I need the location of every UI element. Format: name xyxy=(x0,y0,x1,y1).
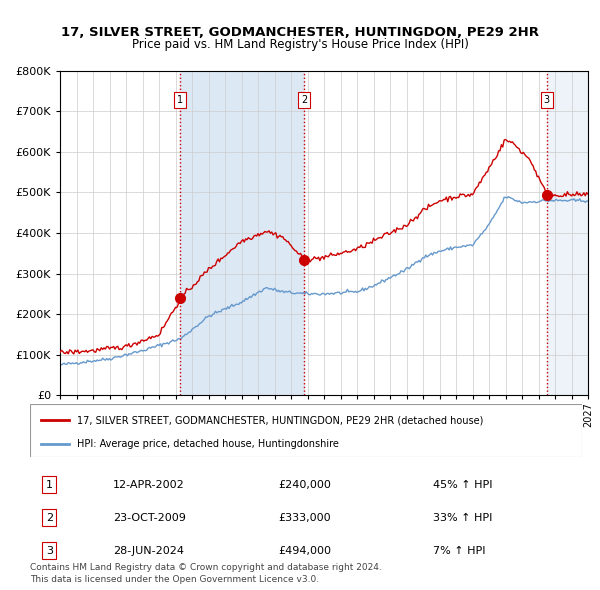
Text: 2: 2 xyxy=(46,513,53,523)
Text: 17, SILVER STREET, GODMANCHESTER, HUNTINGDON, PE29 2HR: 17, SILVER STREET, GODMANCHESTER, HUNTIN… xyxy=(61,26,539,39)
Text: £333,000: £333,000 xyxy=(278,513,331,523)
Text: 12-APR-2002: 12-APR-2002 xyxy=(113,480,185,490)
Text: 45% ↑ HPI: 45% ↑ HPI xyxy=(433,480,493,490)
Text: 17, SILVER STREET, GODMANCHESTER, HUNTINGDON, PE29 2HR (detached house): 17, SILVER STREET, GODMANCHESTER, HUNTIN… xyxy=(77,415,483,425)
Text: 1: 1 xyxy=(177,95,183,105)
Text: 2: 2 xyxy=(301,95,308,105)
Text: 3: 3 xyxy=(544,95,550,105)
Text: HPI: Average price, detached house, Huntingdonshire: HPI: Average price, detached house, Hunt… xyxy=(77,439,339,449)
Bar xyxy=(180,71,304,395)
Text: Contains HM Land Registry data © Crown copyright and database right 2024.: Contains HM Land Registry data © Crown c… xyxy=(30,563,382,572)
Text: £494,000: £494,000 xyxy=(278,546,331,556)
Text: 33% ↑ HPI: 33% ↑ HPI xyxy=(433,513,493,523)
Text: 23-OCT-2009: 23-OCT-2009 xyxy=(113,513,185,523)
Bar xyxy=(547,71,588,395)
Text: This data is licensed under the Open Government Licence v3.0.: This data is licensed under the Open Gov… xyxy=(30,575,319,584)
Text: 7% ↑ HPI: 7% ↑ HPI xyxy=(433,546,485,556)
Text: 3: 3 xyxy=(46,546,53,556)
Text: 28-JUN-2024: 28-JUN-2024 xyxy=(113,546,184,556)
Text: £240,000: £240,000 xyxy=(278,480,331,490)
Text: 1: 1 xyxy=(46,480,53,490)
Text: Price paid vs. HM Land Registry's House Price Index (HPI): Price paid vs. HM Land Registry's House … xyxy=(131,38,469,51)
